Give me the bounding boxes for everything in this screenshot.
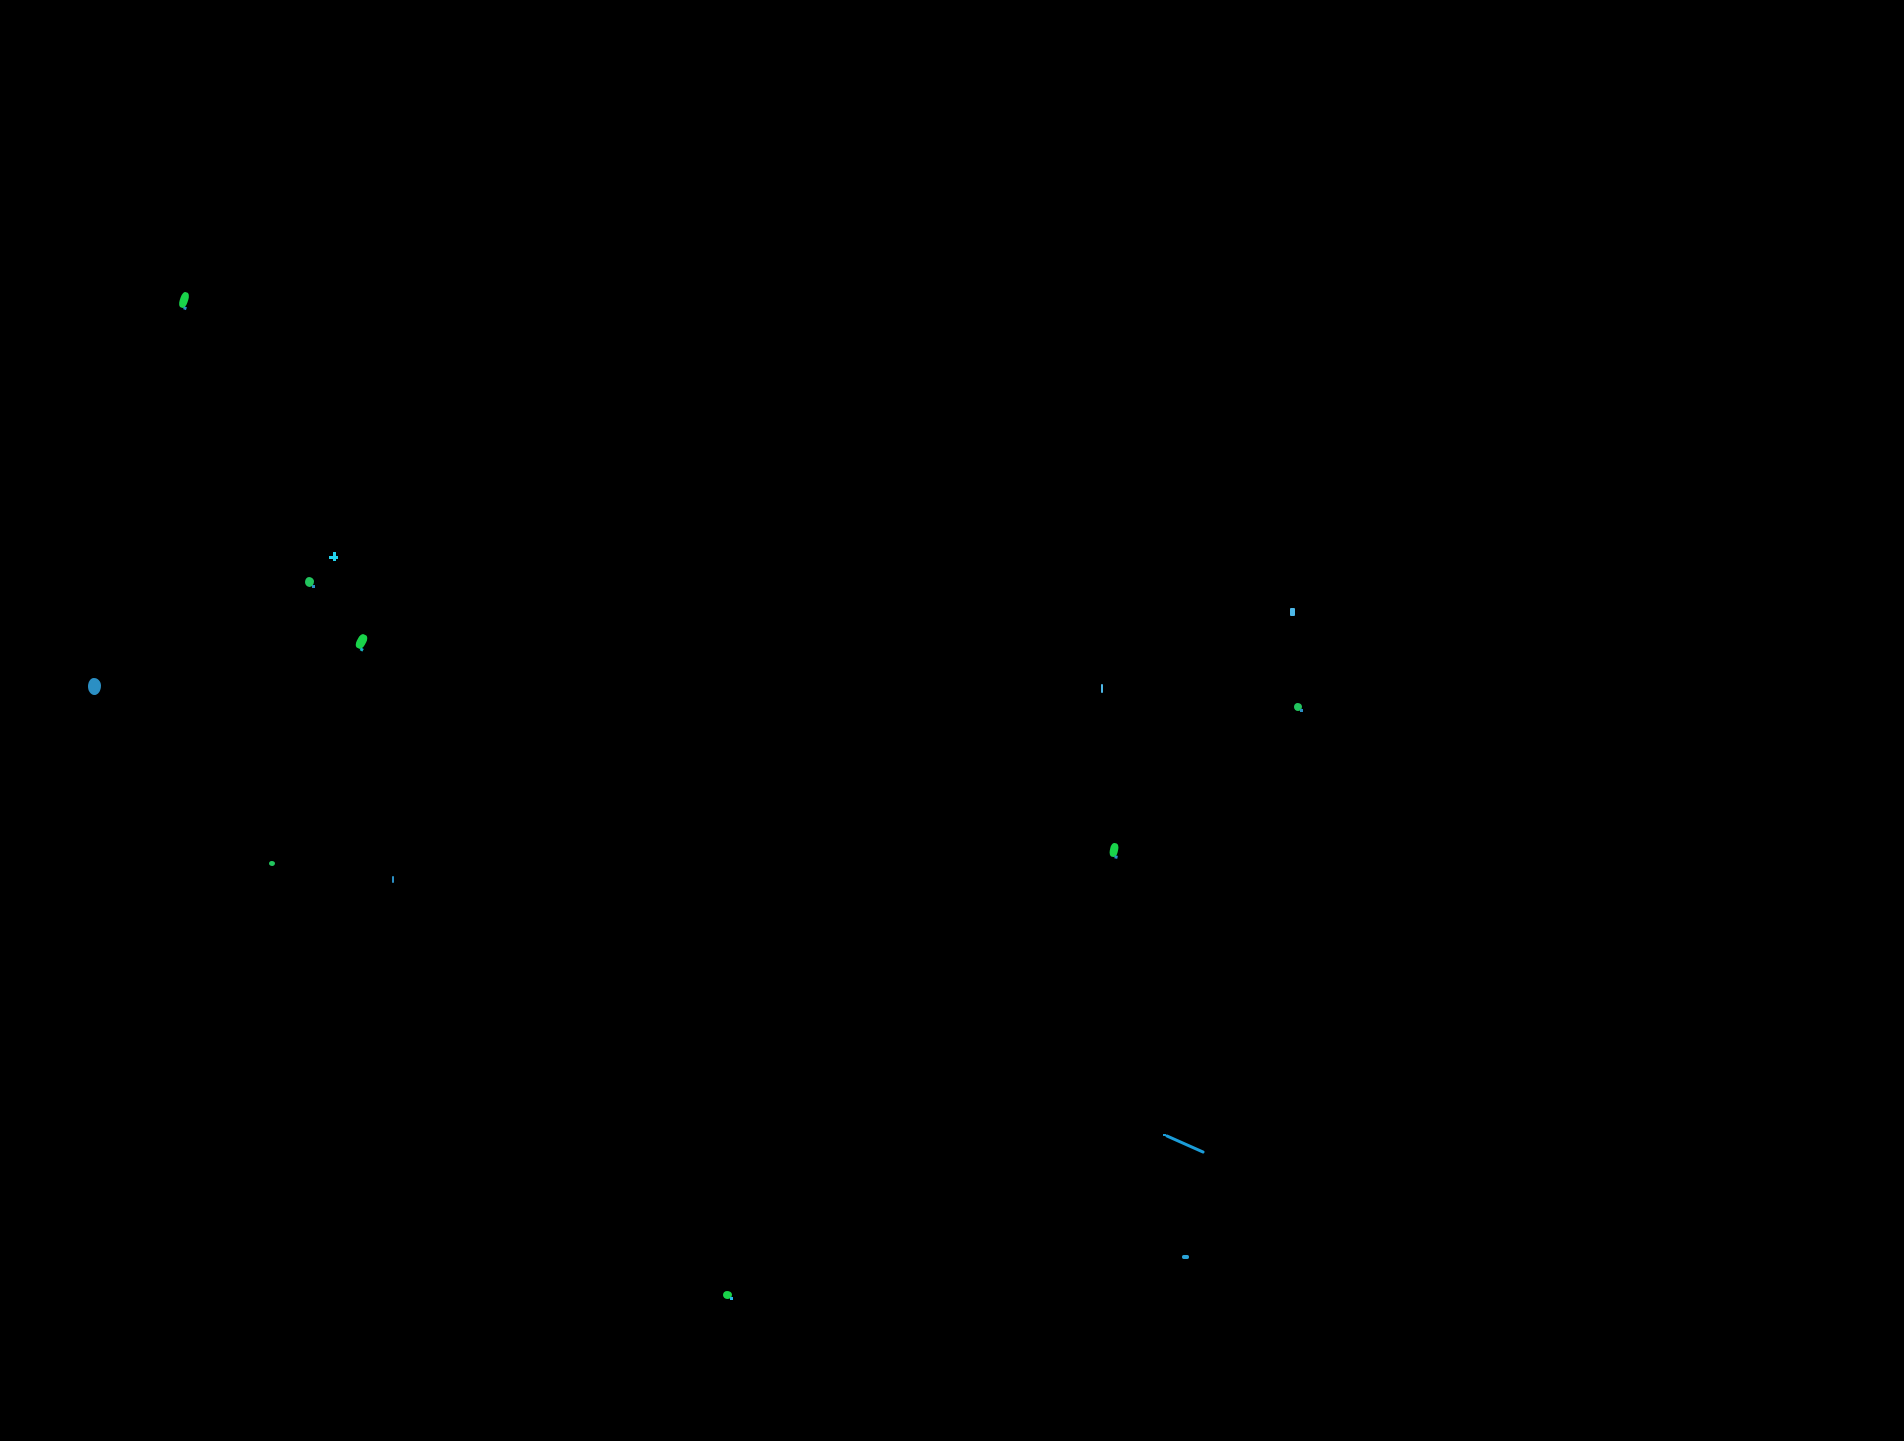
cyan-cross-upper-left[interactable] — [329, 552, 338, 561]
green-streak-center-right[interactable] — [1108, 842, 1120, 859]
blue-rect-upper-right[interactable] — [1290, 608, 1295, 616]
blue-tick-left-lower[interactable] — [392, 876, 394, 883]
green-speck-left-accent — [312, 585, 315, 588]
green-blue-speck-bottom-center-accent — [730, 1297, 733, 1300]
blue-line-center-right[interactable] — [1101, 684, 1103, 693]
green-blue-speck-bottom-center[interactable] — [723, 1291, 733, 1300]
blue-blob-far-left[interactable] — [88, 678, 101, 695]
green-streak-top-left[interactable] — [177, 291, 191, 311]
green-streak-left-mid-accent — [359, 647, 364, 652]
blue-diagonal-stroke[interactable] — [1161, 1130, 1209, 1158]
green-speck-left[interactable] — [305, 577, 315, 588]
green-dot-left-lower[interactable] — [269, 861, 275, 866]
green-streak-top-left-accent — [183, 306, 187, 311]
cyan-cross-upper-left-bar-vertical — [333, 552, 336, 561]
green-speck-right[interactable] — [1294, 703, 1303, 712]
green-streak-center-right-accent — [1114, 855, 1118, 859]
blue-rect-lower-right[interactable] — [1182, 1255, 1189, 1259]
blue-diagonal-stroke-svg — [1163, 1134, 1205, 1154]
green-streak-left-mid[interactable] — [354, 632, 369, 652]
green-speck-right-accent — [1300, 709, 1303, 712]
